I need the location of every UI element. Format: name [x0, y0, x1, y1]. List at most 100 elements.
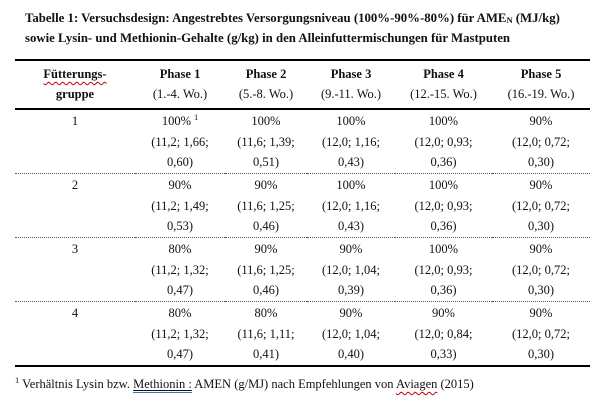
table-row-group-4: 4 80% (11,2; 1,32; 0,47) 80% (11,6; 1,11…: [15, 301, 590, 366]
nutrient-values-line1: (12,0; 0,72;: [512, 326, 570, 341]
phase-weeks: (16.-19. Wo.): [507, 87, 575, 101]
caption-line-1: Tabelle 1: Versuchsdesign: Angestrebtes …: [25, 9, 587, 29]
supply-level: 100%: [428, 178, 459, 192]
header-feeding-group: Fütterungs- gruppe: [15, 60, 135, 110]
nutrient-values-line2: 0,30): [527, 219, 555, 233]
supply-level: 90%: [529, 242, 553, 256]
nutrient-values-line1: (11,6; 1,39;: [237, 134, 295, 149]
nutrient-values-line2: 0,30): [527, 283, 555, 297]
footnote-superscript: 1: [15, 375, 20, 385]
footnote-text-3: (2015): [437, 377, 474, 392]
phase-weeks: (1.-4. Wo.): [152, 87, 208, 101]
phase-weeks: (12.-15. Wo.): [410, 87, 477, 101]
group-number-cell: 3: [15, 237, 135, 302]
nutrient-values-line1: (12,0; 1,04;: [322, 326, 380, 341]
nutrient-values-line2: 0,33): [430, 347, 457, 361]
caption-text-1: Tabelle 1: Versuchsdesign: Angestrebtes …: [25, 11, 507, 25]
supply-level: 90%: [339, 242, 363, 256]
nutrient-values-line1: (12,0; 0,93;: [414, 134, 473, 149]
header-group-line1: Fütterungs-: [43, 67, 107, 81]
header-phase-3: Phase 3 (9.-11. Wo.): [307, 60, 395, 110]
footnote-text-1: Verhältnis Lysin bzw.: [19, 377, 134, 392]
table-row-group-1: 1 100% 1 (11,2; 1,66; 0,60) 100% (11,6; 1…: [15, 109, 590, 174]
phase-cell: 100% (12,0; 1,16; 0,43): [307, 109, 395, 174]
supply-level: 100%: [251, 114, 281, 128]
nutrient-values-line2: 0,43): [337, 155, 365, 169]
header-phase-5: Phase 5 (16.-19. Wo.): [492, 60, 590, 110]
table-row-group-2: 2 90% (11,2; 1,49; 0,53) 90% (11,6; 1,25…: [15, 173, 590, 238]
header-phase-1: Phase 1 (1.-4. Wo.): [135, 60, 225, 110]
phase-cell: 90% (12,0; 0,72; 0,30): [492, 109, 590, 174]
supply-level: 100%: [428, 242, 459, 256]
footnote-grammar-flagged-text: Methionin :: [133, 377, 192, 394]
phase-name: Phase 3: [330, 67, 372, 81]
nutrient-values-line2: 0,46): [252, 283, 280, 297]
phase-cell: 100% (12,0; 0,93; 0,36): [395, 173, 492, 238]
phase-cell: 80% (11,2; 1,32; 0,47): [135, 301, 225, 366]
phase-name: Phase 1: [159, 67, 201, 81]
header-row: Fütterungs- gruppe Phase 1 (1.-4. Wo.) P…: [15, 60, 590, 110]
nutrient-values-line2: 0,36): [430, 219, 457, 233]
supply-level: 90%: [168, 178, 192, 192]
table-caption: Tabelle 1: Versuchsdesign: Angestrebtes …: [25, 9, 587, 47]
group-number-cell: 4: [15, 301, 135, 366]
nutrient-values-line2: 0,40): [337, 347, 365, 361]
nutrient-values-line2: 0,30): [527, 347, 555, 361]
nutrient-values-line2: 0,60): [166, 155, 194, 169]
nutrient-values-line1: (12,0; 1,16;: [322, 198, 380, 213]
footnote-marker: 1: [194, 112, 199, 122]
nutrient-values-line2: 0,47): [166, 283, 194, 297]
supply-level: 90%: [529, 178, 553, 192]
header-phase-4: Phase 4 (12.-15. Wo.): [395, 60, 492, 110]
phase-cell: 90% (12,0; 1,04; 0,40): [307, 301, 395, 366]
nutrient-values-line1: (12,0; 0,72;: [512, 262, 570, 277]
nutrient-values-line1: (12,0; 1,04;: [322, 262, 380, 277]
supply-level: 90%: [254, 178, 278, 192]
nutrient-values-line1: (11,6; 1,25;: [237, 262, 295, 277]
supply-level: 100%: [336, 114, 366, 128]
phase-cell: 90% (12,0; 0,84; 0,33): [395, 301, 492, 366]
group-number-cell: 1: [71, 114, 79, 128]
nutrient-values-line1: (11,6; 1,25;: [237, 198, 295, 213]
nutrient-values-line2: 0,51): [252, 155, 280, 169]
nutrient-values-line1: (12,0; 1,16;: [322, 134, 380, 149]
phase-weeks: (5.-8. Wo.): [238, 87, 294, 101]
phase-name: Phase 4: [423, 67, 464, 81]
caption-line-2: sowie Lysin- und Methionin-Gehalte (g/kg…: [25, 30, 511, 45]
header-group-line2: gruppe: [55, 87, 95, 101]
supply-level: 80%: [168, 306, 192, 320]
phase-cell: 100% 1 (11,2; 1,66; 0,60): [135, 109, 225, 174]
nutrient-values-line2: 0,41): [252, 347, 280, 361]
footnote: 1 Verhältnis Lysin bzw. Methionin : AMEN…: [15, 372, 605, 394]
caption-text-2: (MJ/kg): [512, 11, 560, 25]
nutrient-values-line1: (11,2; 1,49;: [151, 198, 209, 213]
phase-cell: 90% (12,0; 0,72; 0,30): [492, 173, 590, 238]
nutrient-values-line1: (11,6; 1,11;: [237, 326, 295, 341]
supply-level: 90%: [254, 242, 278, 256]
nutrient-values-line2: 0,47): [166, 347, 194, 361]
nutrient-values-line1: (11,2; 1,32;: [151, 326, 209, 341]
phase-cell: 80% (11,6; 1,11; 0,41): [225, 301, 307, 366]
footnote-spell-flagged-text: Aviagen: [395, 377, 438, 392]
nutrient-values-line1: (12,0; 0,93;: [414, 262, 473, 277]
phase-cell: 90% (11,2; 1,49; 0,53): [135, 173, 225, 238]
nutrient-values-line1: (12,0; 0,84;: [414, 326, 473, 341]
nutrient-values-line1: (12,0; 0,72;: [512, 134, 570, 149]
nutrient-values-line1: (11,2; 1,32;: [151, 262, 209, 277]
nutrient-values-line1: (11,2; 1,66;: [151, 134, 209, 149]
phase-cell: 100% (12,0; 0,93; 0,36): [395, 109, 492, 174]
supply-level: 90%: [339, 306, 363, 320]
phase-name: Phase 2: [245, 67, 287, 81]
caption-subscript-n: N: [506, 15, 513, 25]
nutrient-values-line2: 0,36): [430, 283, 457, 297]
supply-level-value: 100%: [161, 114, 192, 128]
supply-level: 90%: [529, 306, 553, 320]
phase-cell: 90% (11,6; 1,25; 0,46): [225, 173, 307, 238]
nutrient-values-line2: 0,53): [166, 219, 194, 233]
document-page: Tabelle 1: Versuchsdesign: Angestrebtes …: [0, 9, 605, 410]
phase-cell: 90% (12,0; 0,72; 0,30): [492, 301, 590, 366]
phase-cell: 80% (11,2; 1,32; 0,47): [135, 237, 225, 302]
supply-level: 80%: [168, 242, 192, 256]
supply-level: 100%: [428, 114, 459, 128]
nutrient-values-line2: 0,43): [337, 219, 365, 233]
